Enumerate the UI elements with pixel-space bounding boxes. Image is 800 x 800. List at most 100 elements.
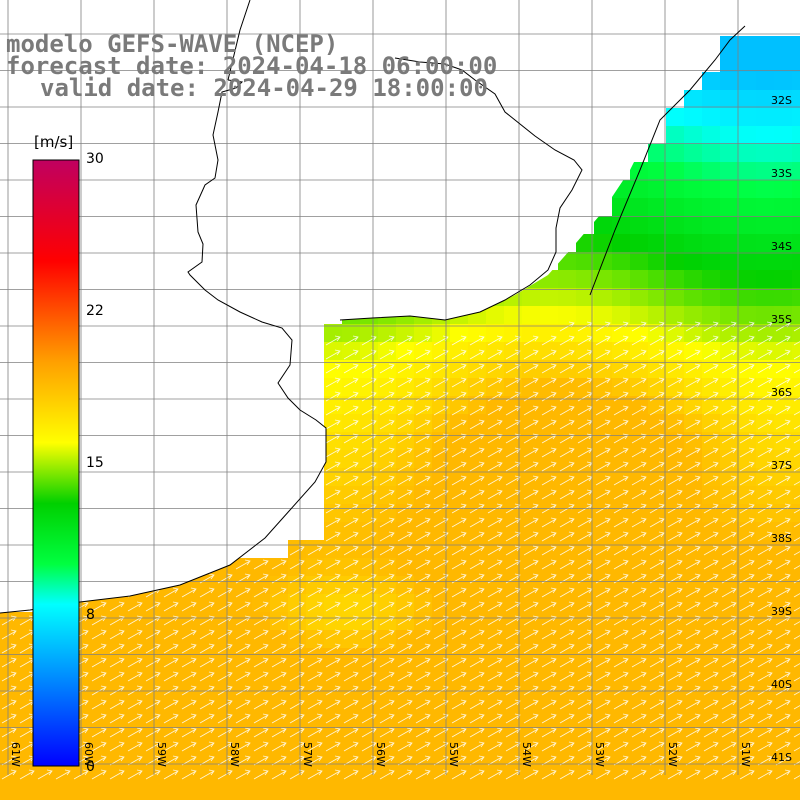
wind-arrow [325,489,341,500]
wind-cell [234,774,252,792]
wind-arrow [523,671,539,682]
wind-cell [666,342,684,360]
wind-arrow [775,671,791,682]
wind-arrow [523,629,539,640]
wind-arrow [631,601,647,612]
wind-cell [720,252,738,270]
wind-cell [270,720,288,738]
lon-label: 52W [666,742,679,767]
wind-arrow [469,699,485,710]
wind-arrow [523,419,539,430]
wind-arrow [451,419,467,430]
wind-arrow [487,489,503,500]
wind-cell [738,468,756,486]
wind-cell [468,414,486,432]
wind-cell [684,180,702,198]
wind-cell [0,720,18,738]
wind-cell [612,288,630,306]
wind-cell [126,594,144,612]
wind-arrow [793,481,800,486]
wind-arrow [667,545,683,556]
land-argentina [0,0,800,613]
wind-arrow [379,377,395,388]
wind-cell [576,576,594,594]
wind-arrow [775,713,791,724]
wind-arrow [181,769,197,780]
wind-cell [288,576,306,594]
wind-cell [504,522,522,540]
wind-arrow [631,727,647,738]
wind-arrow [613,363,629,374]
wind-arrow [739,517,755,528]
wind-arrow [559,657,575,668]
wind-arrow [1,741,17,752]
wind-arrow [163,741,179,752]
wind-arrow [415,363,431,374]
wind-arrow [415,475,431,486]
wind-cell [216,594,234,612]
wind-cell [504,396,522,414]
wind-arrow [667,377,683,388]
wind-cell [594,576,612,594]
wind-cell [684,108,702,126]
wind-arrow [469,489,485,500]
wind-cell [738,396,756,414]
wind-arrow [667,433,683,444]
wind-arrow [685,713,701,724]
lat-label: 32S [771,94,792,107]
wind-arrow [685,335,701,346]
wind-arrow [397,769,413,780]
wind-cell [774,108,792,126]
wind-cell [756,648,774,666]
wind-arrow [523,433,539,444]
wind-arrow [721,769,737,780]
wind-arrow [667,741,683,752]
wind-cell [630,540,648,558]
wind-cell [486,792,504,800]
wind-cell [378,396,396,414]
wind-arrow [703,587,719,598]
wind-arrow [379,517,395,528]
wind-cell [450,594,468,612]
wind-arrow [415,405,431,416]
wind-arrow [685,699,701,710]
wind-arrow [307,643,323,654]
wind-arrow [469,531,485,542]
wind-cell [666,180,684,198]
wind-cell [540,522,558,540]
wind-arrow [451,531,467,542]
wind-arrow [721,587,737,598]
wind-arrow [343,433,359,444]
wind-cell [306,576,324,594]
wind-arrow [685,447,701,458]
wind-cell [576,648,594,666]
wind-arrow [451,699,467,710]
wind-cell [756,126,774,144]
wind-arrow [703,363,719,374]
wind-cell [756,720,774,738]
wind-cell [720,162,738,180]
wind-arrow [397,629,413,640]
wind-arrow [541,727,557,738]
wind-arrow [343,713,359,724]
wind-arrow [649,657,665,668]
wind-arrow [631,349,647,360]
wind-arrow [559,419,575,430]
wind-cell [432,666,450,684]
wind-arrow [595,433,611,444]
wind-cell [684,594,702,612]
wind-arrow [415,489,431,500]
wind-cell [540,306,558,324]
wind-cell [342,576,360,594]
wind-cell [756,72,774,90]
wind-arrow [523,769,539,780]
wind-cell [360,774,378,792]
wind-arrow [505,489,521,500]
wind-cell [360,594,378,612]
wind-arrow [505,629,521,640]
wind-arrow [127,741,143,752]
wind-arrow [505,517,521,528]
wind-cell [576,396,594,414]
wind-arrow [163,657,179,668]
wind-arrow [181,643,197,654]
